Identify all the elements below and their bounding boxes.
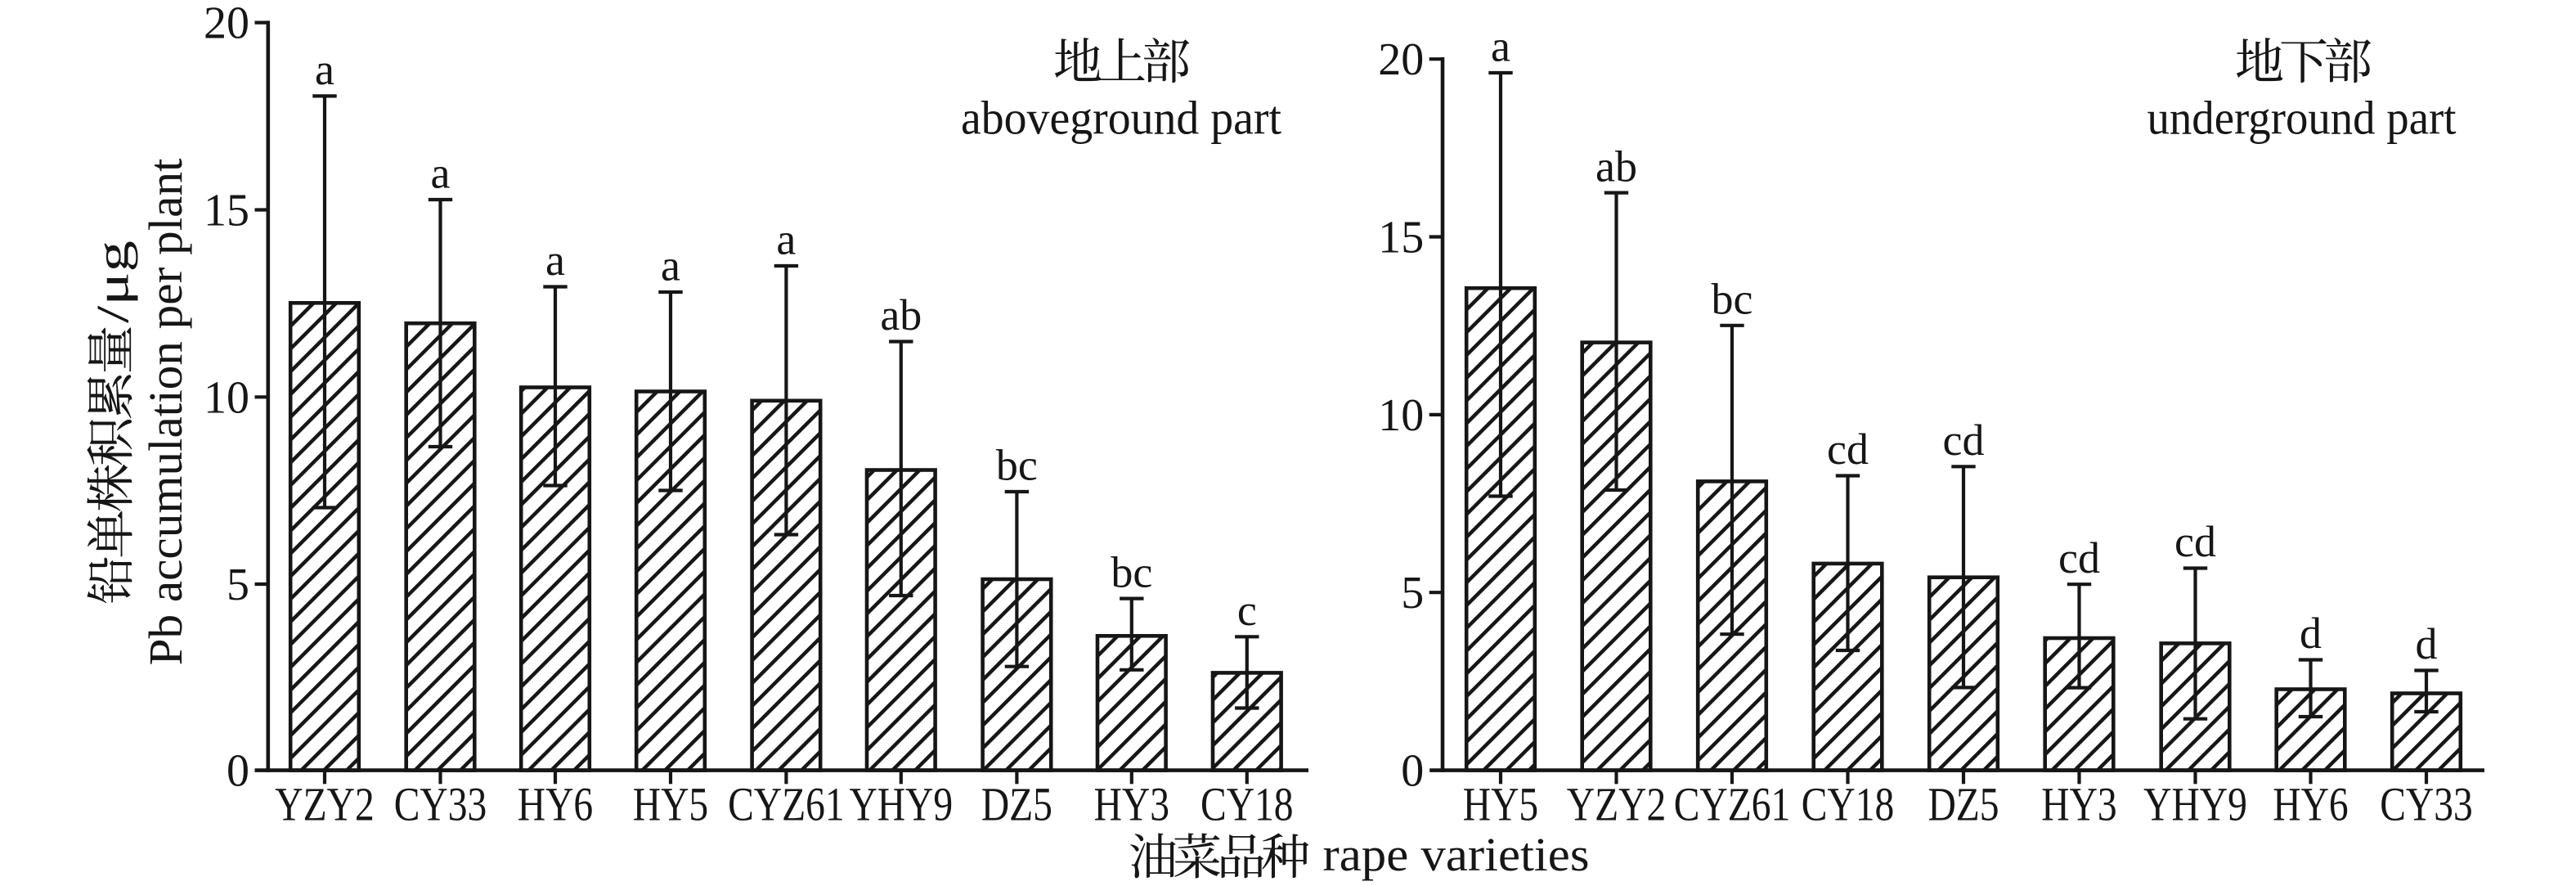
svg-text:CY18: CY18 (1802, 778, 1895, 831)
svg-text:cd: cd (1943, 416, 1985, 465)
svg-text:d: d (2416, 619, 2438, 668)
svg-text:5: 5 (227, 560, 249, 610)
svg-text:a: a (545, 236, 565, 285)
svg-text:0: 0 (227, 746, 249, 797)
svg-text:/μg: /μg (88, 241, 139, 323)
svg-text:YZY2: YZY2 (1567, 778, 1666, 831)
svg-text:CYZ61: CYZ61 (728, 778, 845, 831)
svg-text:ab: ab (1595, 142, 1637, 191)
svg-text:c: c (1237, 586, 1257, 635)
svg-text:10: 10 (1378, 390, 1424, 441)
svg-text:a: a (315, 45, 334, 94)
svg-text:bc: bc (1712, 275, 1753, 324)
svg-text:10: 10 (204, 372, 249, 423)
svg-text:cd: cd (1827, 425, 1869, 474)
svg-text:YHY9: YHY9 (849, 778, 953, 831)
svg-text:a: a (661, 241, 680, 290)
svg-text:CY18: CY18 (1200, 778, 1294, 831)
svg-text:bc: bc (1111, 547, 1152, 596)
svg-text:a: a (431, 149, 451, 198)
svg-text:underground part: underground part (2147, 92, 2457, 145)
svg-text:CY33: CY33 (394, 778, 487, 831)
svg-text:a: a (776, 215, 796, 264)
svg-text:bc: bc (996, 441, 1038, 490)
svg-text:5: 5 (1401, 568, 1424, 618)
svg-text:HY5: HY5 (1463, 778, 1538, 831)
svg-text:CYZ61: CYZ61 (1674, 778, 1791, 831)
svg-text:CY33: CY33 (2380, 778, 2473, 831)
svg-text:HY3: HY3 (1094, 778, 1169, 831)
svg-text:d: d (2300, 609, 2322, 658)
svg-text:15: 15 (204, 186, 249, 236)
svg-text:HY6: HY6 (2273, 778, 2348, 831)
svg-text:aboveground part: aboveground part (961, 92, 1281, 145)
svg-text:0: 0 (1401, 746, 1424, 797)
svg-text:cd: cd (2058, 533, 2100, 582)
svg-text:HY3: HY3 (2041, 778, 2116, 831)
svg-text:15: 15 (1378, 213, 1424, 263)
svg-text:YHY9: YHY9 (2143, 778, 2247, 831)
svg-text:YZY2: YZY2 (275, 778, 374, 831)
svg-text:DZ5: DZ5 (1928, 778, 1999, 831)
svg-text:HY6: HY6 (518, 778, 593, 831)
svg-text:a: a (1491, 22, 1510, 71)
svg-text:DZ5: DZ5 (981, 778, 1052, 831)
svg-text:20: 20 (204, 0, 249, 49)
svg-text:rape varieties: rape varieties (1323, 828, 1590, 881)
svg-text:HY5: HY5 (633, 778, 708, 831)
svg-text:20: 20 (1378, 34, 1424, 85)
svg-text:ab: ab (880, 290, 922, 340)
svg-text:Pb accumulation per plant: Pb accumulation per plant (139, 159, 192, 666)
svg-text:cd: cd (2174, 517, 2216, 566)
